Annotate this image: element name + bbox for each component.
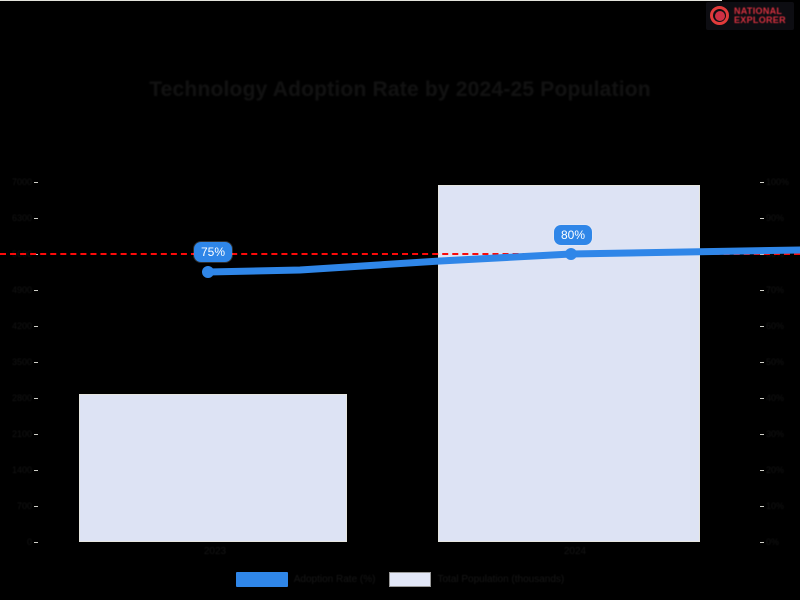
y-left-tick-8: 1400 xyxy=(11,465,32,475)
x-category-0: 2023 xyxy=(203,546,227,557)
y-left-tick-6: 2800 xyxy=(11,393,32,403)
y-left-tick-9: 700 xyxy=(16,501,32,511)
data-label-2023: 75% xyxy=(194,242,233,262)
bar-2023[interactable] xyxy=(79,394,347,542)
chart-title: Technology Adoption Rate by 2024-25 Popu… xyxy=(149,78,651,101)
y-right-tick-7: 30% xyxy=(766,429,785,439)
legend-item-adoption-rate[interactable]: Adoption Rate (%) xyxy=(235,572,376,587)
y-left-tick-4: 4200 xyxy=(11,321,32,331)
legend-label-total-population: Total Population (thousands) xyxy=(437,574,565,585)
y-left-tick-0: 7000 xyxy=(11,177,32,187)
legend-item-total-population[interactable]: Total Population (thousands) xyxy=(389,572,564,587)
y-left-tick-5: 3500 xyxy=(11,357,32,367)
legend-swatch-line-icon xyxy=(235,572,288,587)
chart-legend: Adoption Rate (%) Total Population (thou… xyxy=(0,572,800,587)
y-right-tick-0: 100% xyxy=(766,177,790,187)
y-right-tick-8: 20% xyxy=(766,465,785,475)
data-label-2024: 80% xyxy=(554,225,593,245)
y-right-tick-10: 0% xyxy=(766,537,780,547)
y-right-tick-3: 70% xyxy=(766,285,785,295)
logo-line-2: EXPLORER xyxy=(734,15,786,25)
legend-label-adoption-rate: Adoption Rate (%) xyxy=(293,574,376,585)
x-category-1: 2024 xyxy=(563,546,587,557)
legend-swatch-bar-icon xyxy=(389,572,432,587)
logo-circle-icon xyxy=(709,5,731,27)
target-reference-line xyxy=(0,253,800,255)
y-right-tick-9: 10% xyxy=(766,501,785,511)
y-right-tick-6: 40% xyxy=(766,393,785,403)
y-left-tick-1: 6300 xyxy=(11,213,32,223)
y-left-tick-7: 2100 xyxy=(11,429,32,439)
logo-wordmark: NATIONAL EXPLORER xyxy=(734,5,786,26)
y-left-tick-10: 0 xyxy=(26,537,32,547)
brand-logo: NATIONAL EXPLORER xyxy=(706,2,794,30)
y-right-tick-5: 50% xyxy=(766,357,785,367)
y-right-tick-1: 90% xyxy=(766,213,785,223)
logo-line-1: NATIONAL xyxy=(734,5,783,16)
x-axis-line xyxy=(0,0,722,1)
y-right-tick-4: 60% xyxy=(766,321,785,331)
y-left-tick-3: 4900 xyxy=(11,285,32,295)
